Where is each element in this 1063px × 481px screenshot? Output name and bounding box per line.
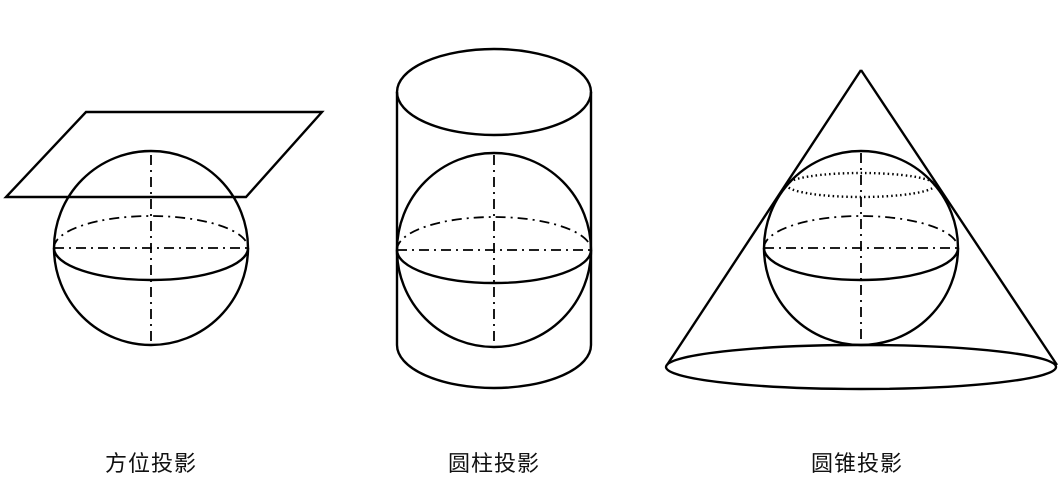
cylinder-top: [395, 47, 593, 137]
cylindrical-caption: 圆柱投影: [447, 452, 541, 477]
azimuthal-projection-figure: [3, 110, 325, 347]
cone-right-side: [860, 69, 1058, 366]
cone-left-side: [665, 69, 863, 366]
azimuthal-caption: 方位投影: [104, 452, 198, 477]
cylindrical-equator-front: [395, 249, 593, 285]
cone-base: [664, 343, 1058, 391]
conic-projection-figure: [664, 69, 1058, 391]
cylinder-bottom: [395, 344, 593, 390]
cylindrical-projection-figure: [395, 47, 593, 390]
conic-caption: 圆锥投影: [810, 452, 904, 477]
azimuthal-projection-plane: [3, 110, 325, 199]
